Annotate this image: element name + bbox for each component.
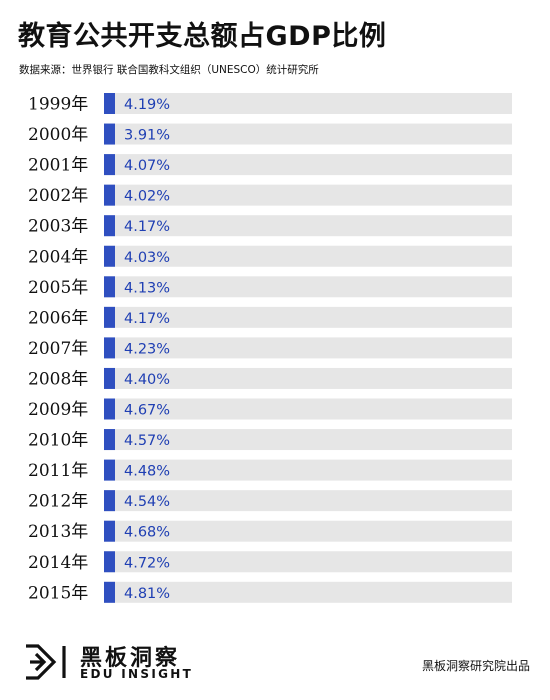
- bar: [104, 490, 115, 512]
- bar-track: [104, 306, 512, 328]
- bar: [104, 551, 115, 573]
- value-label: 4.07%: [124, 158, 170, 174]
- value-label: 4.48%: [124, 464, 170, 480]
- brand-name-chinese: 黑板洞察: [80, 646, 181, 671]
- category-label: 2015年: [28, 583, 88, 603]
- value-label: 4.13%: [124, 280, 170, 296]
- bar-track: [104, 551, 512, 573]
- bar-track: [104, 398, 512, 420]
- bar: [104, 245, 115, 267]
- category-label: 2008年: [28, 369, 88, 389]
- bar: [104, 215, 115, 237]
- value-label: 4.02%: [124, 189, 170, 205]
- category-label: 2011年: [28, 461, 88, 481]
- bar: [104, 520, 115, 542]
- category-label: 2003年: [28, 217, 88, 237]
- bar-track: [104, 337, 512, 359]
- bar: [104, 367, 115, 389]
- category-label: 2013年: [28, 522, 88, 542]
- category-label: 2009年: [28, 400, 88, 420]
- bar-track: [104, 429, 512, 451]
- value-label: 4.03%: [124, 250, 170, 266]
- category-label: 2004年: [28, 247, 88, 267]
- bar-track: [104, 123, 512, 145]
- bar-row: 2011年 4.48%: [28, 459, 512, 481]
- bar-track: [104, 490, 512, 512]
- bar-row: 2014年 4.72%: [28, 551, 512, 573]
- value-label: 4.57%: [124, 433, 170, 449]
- chart-title: 教育公共开支总额占GDP比例: [18, 21, 387, 52]
- bar-row: 2001年 4.07%: [28, 154, 512, 176]
- value-label: 4.17%: [124, 311, 170, 327]
- bar-track: [104, 93, 512, 114]
- bar-track: [104, 520, 512, 542]
- bar-row: 2008年 4.40%: [28, 367, 512, 389]
- bar-track: [104, 276, 512, 298]
- bar: [104, 306, 115, 328]
- bar: [104, 398, 115, 420]
- bar: [104, 154, 115, 176]
- category-label: 2000年: [28, 125, 88, 145]
- bar: [104, 337, 115, 359]
- value-label: 4.19%: [124, 97, 170, 113]
- bar: [104, 276, 115, 298]
- bar-row: 2010年 4.57%: [28, 429, 512, 451]
- data-source-note: 数据来源：世界银行 联合国教科文组织（UNESCO）统计研究所: [19, 64, 319, 76]
- bar-row: 2012年 4.54%: [28, 490, 512, 512]
- value-label: 4.67%: [124, 403, 170, 419]
- category-label: 2006年: [28, 308, 88, 328]
- bar-row: 1999年 4.19%: [28, 93, 512, 115]
- bar-track: [104, 154, 512, 176]
- bar-row: 2005年 4.13%: [28, 276, 512, 298]
- value-label: 4.68%: [124, 525, 170, 541]
- category-label: 2002年: [28, 186, 88, 206]
- category-label: 2014年: [28, 553, 88, 573]
- bar: [104, 581, 115, 603]
- bar: [104, 459, 115, 481]
- bar-track: [104, 459, 512, 481]
- bar-track: [104, 184, 512, 206]
- bar-track: [104, 245, 512, 267]
- bar-row: 2003年 4.17%: [28, 215, 512, 237]
- category-label: 2007年: [28, 339, 88, 359]
- value-label: 4.40%: [124, 372, 170, 388]
- value-label: 4.17%: [124, 219, 170, 235]
- bar-row: 2004年 4.03%: [28, 245, 512, 267]
- bar-row: 2007年 4.23%: [28, 337, 512, 359]
- bar-row: 2000年 3.91%: [28, 123, 512, 145]
- bar-track: [104, 581, 512, 603]
- value-label: 4.54%: [124, 494, 170, 510]
- brand-name-english: EDU INSIGHT: [80, 667, 194, 681]
- edu-insight-logo-icon: [26, 644, 66, 680]
- bar-row: 2013年 4.68%: [28, 520, 512, 542]
- bar: [104, 93, 115, 114]
- category-label: 2001年: [28, 156, 88, 176]
- value-label: 4.72%: [124, 555, 170, 571]
- value-label: 4.81%: [124, 586, 170, 602]
- bar-track: [104, 215, 512, 237]
- bar-track: [104, 367, 512, 389]
- category-label: 1999年: [28, 95, 88, 115]
- bar-row: 2002年 4.02%: [28, 184, 512, 206]
- bar: [104, 429, 115, 451]
- bar-row: 2006年 4.17%: [28, 306, 512, 328]
- bar-row: 2015年 4.81%: [28, 581, 512, 603]
- category-label: 2010年: [28, 431, 88, 451]
- publisher-credit: 黑板洞察研究院出品: [421, 659, 530, 673]
- category-label: 2012年: [28, 492, 88, 512]
- bar: [104, 184, 115, 206]
- bar-row: 2009年 4.67%: [28, 398, 512, 420]
- bar: [104, 123, 115, 145]
- value-label: 3.91%: [124, 128, 170, 144]
- value-label: 4.23%: [124, 341, 170, 357]
- category-label: 2005年: [28, 278, 88, 298]
